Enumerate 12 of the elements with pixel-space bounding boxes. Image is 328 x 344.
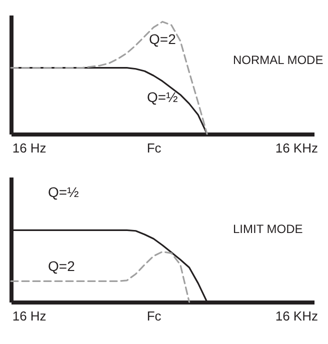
x-tick-label: 16 Hz: [12, 140, 46, 156]
x-tick-label: Fc: [146, 308, 162, 324]
text: Q=½: [48, 184, 80, 200]
x-tick-label: 16 KHz: [275, 140, 318, 156]
annotation: LIMIT MODE: [233, 222, 303, 236]
series-label: Q=2: [149, 31, 176, 47]
x-tick-label: Fc: [146, 140, 162, 156]
annotation: NORMAL MODE: [233, 53, 324, 67]
series-label: Q=2: [48, 258, 76, 274]
x-tick-label: 16 KHz: [275, 308, 318, 324]
series-label: Q=½: [147, 89, 178, 105]
x-tick-label: 16 Hz: [12, 308, 46, 324]
